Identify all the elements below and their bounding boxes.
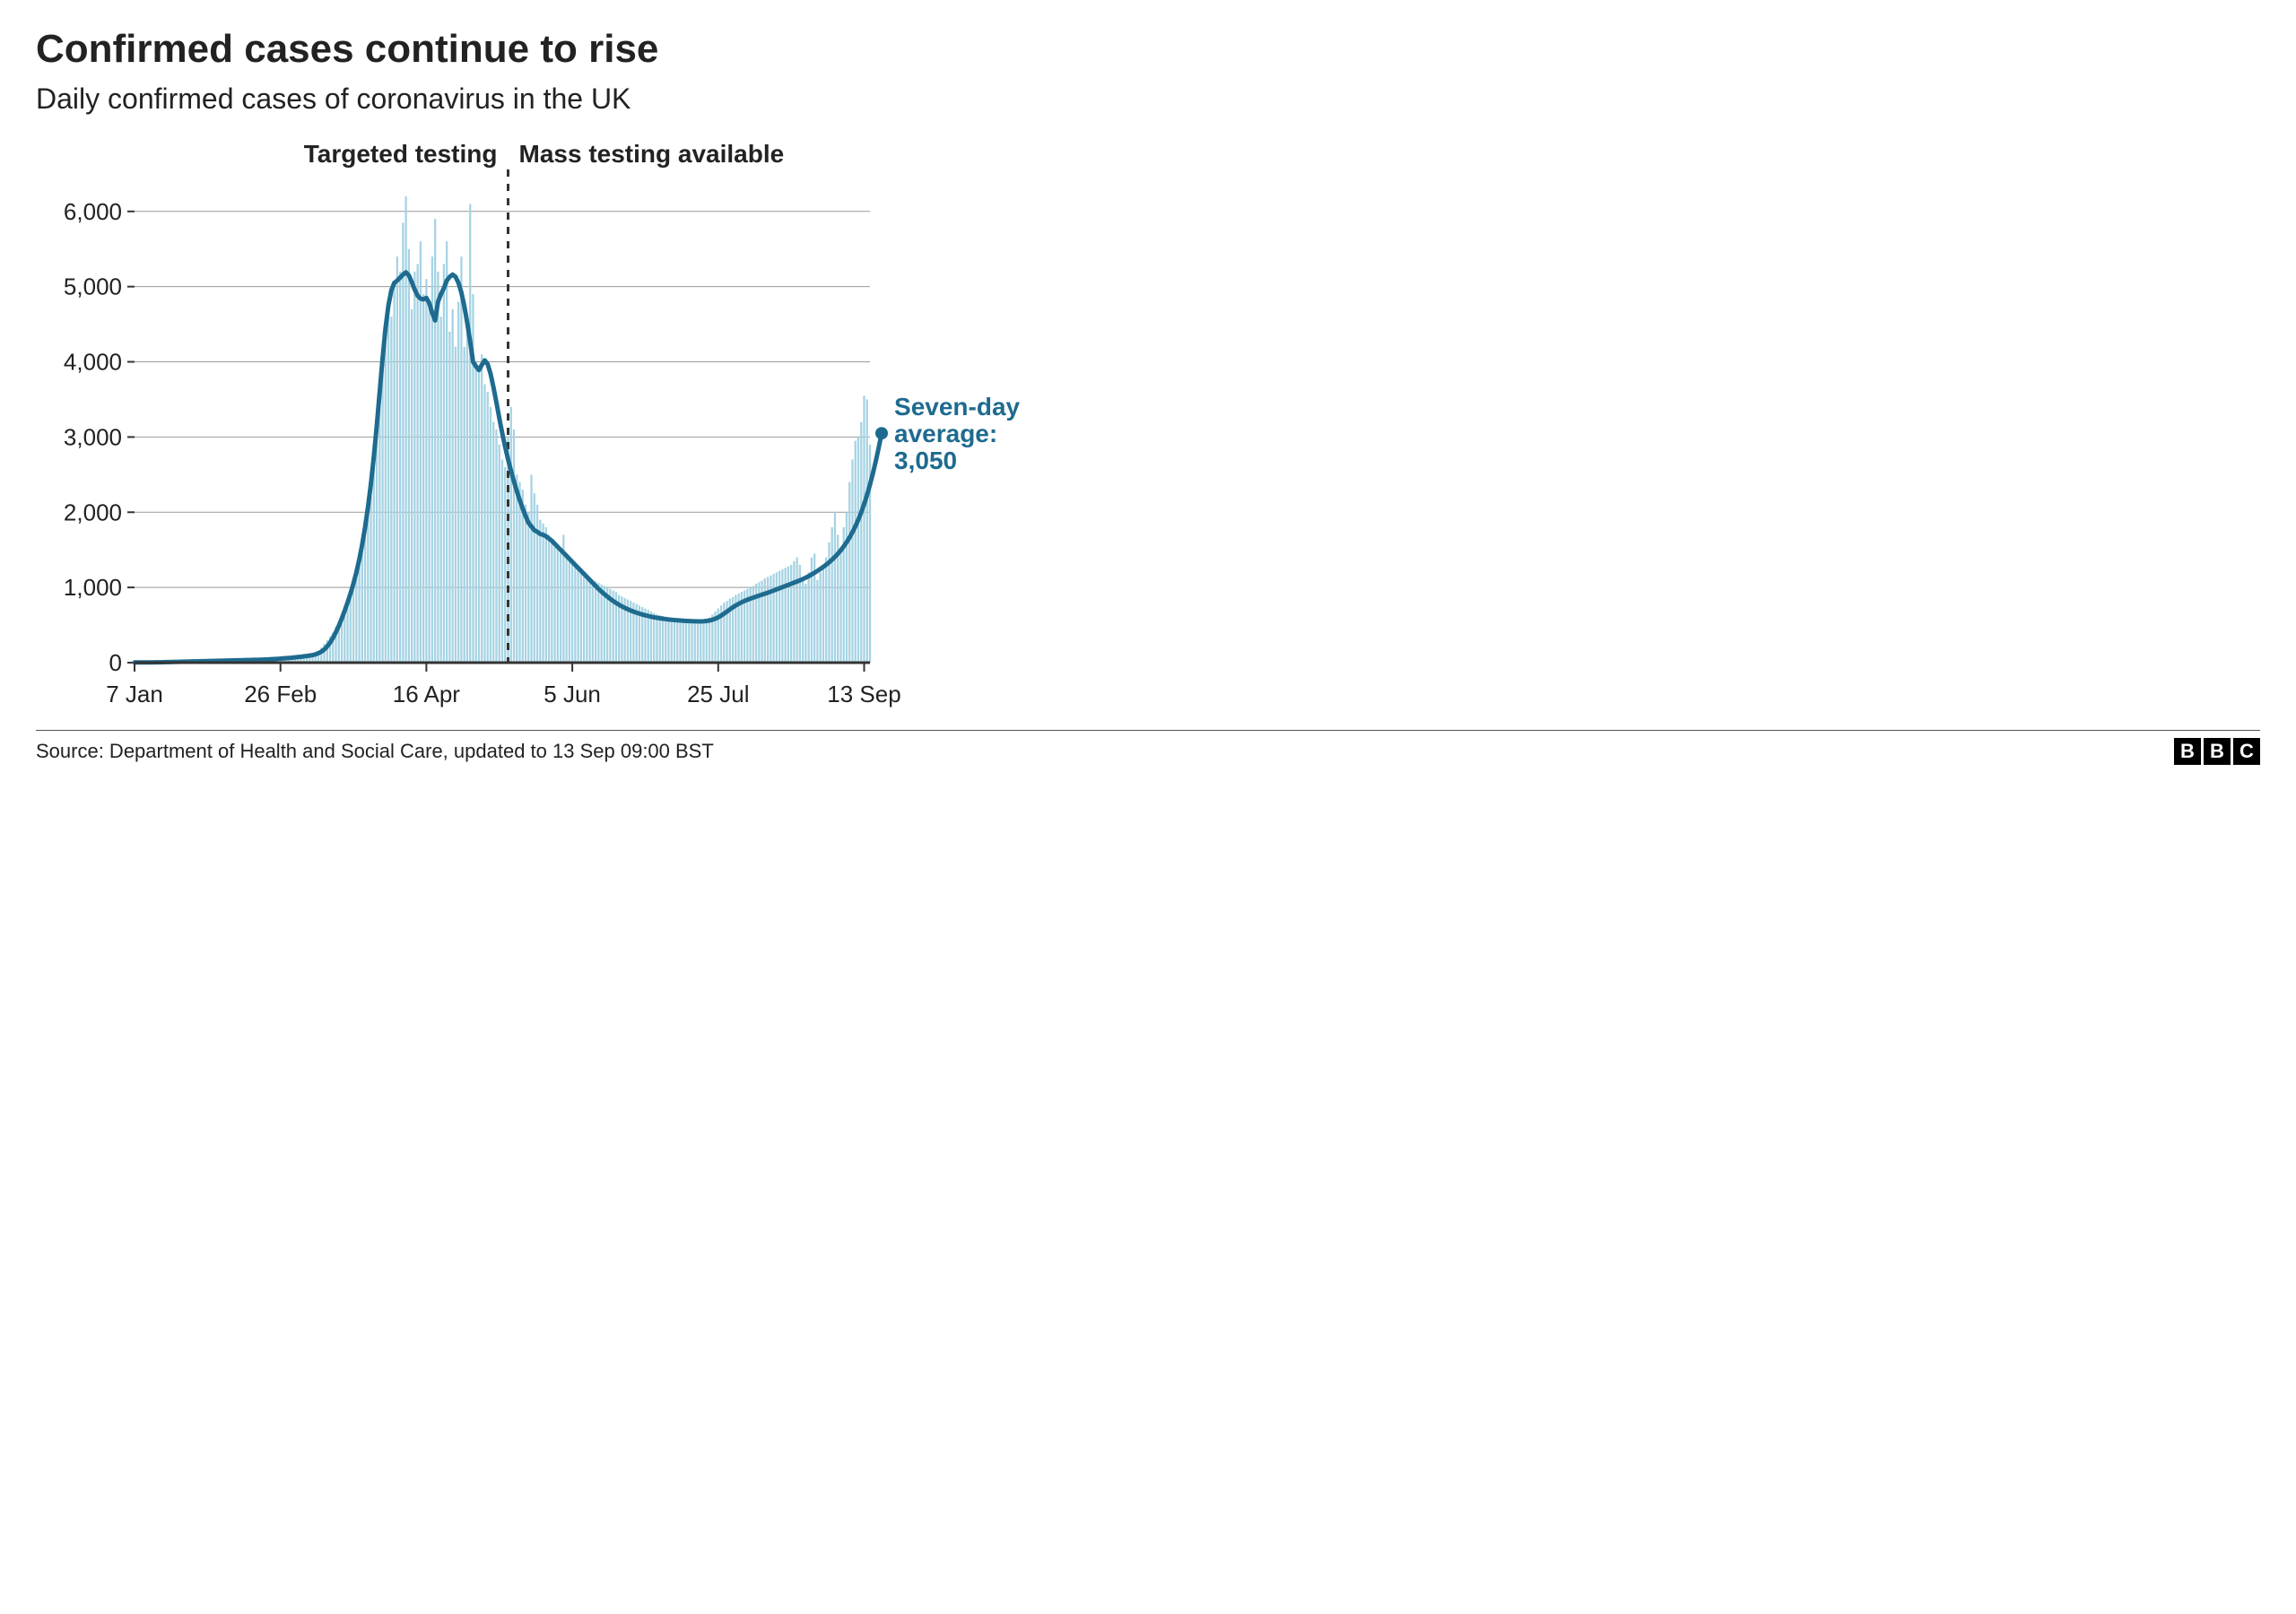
svg-text:Seven-day: Seven-day [894, 393, 1020, 421]
svg-text:Targeted testing: Targeted testing [304, 140, 498, 168]
svg-text:6,000: 6,000 [64, 198, 122, 225]
svg-text:13 Sep: 13 Sep [827, 681, 900, 707]
footer: Source: Department of Health and Social … [36, 730, 2260, 765]
svg-text:16 Apr: 16 Apr [393, 681, 461, 707]
svg-text:5,000: 5,000 [64, 273, 122, 300]
bbc-c-icon: C [2233, 738, 2260, 765]
chart-svg: 0 1,000 2,000 3,000 4,000 5,000 6,000 Targeted … [36, 134, 1085, 707]
svg-text:26 Feb: 26 Feb [244, 681, 317, 707]
svg-text:Mass testing available: Mass testing available [519, 140, 785, 168]
bbc-b2-icon: B [2204, 738, 2231, 765]
svg-text:4,000: 4,000 [64, 349, 122, 376]
chart-container: 0 1,000 2,000 3,000 4,000 5,000 6,000 Targeted … [36, 134, 2260, 712]
chart-title: Confirmed cases continue to rise [36, 27, 2260, 72]
svg-text:0: 0 [109, 649, 122, 676]
svg-text:5 Jun: 5 Jun [544, 681, 601, 707]
svg-text:average:: average: [894, 420, 997, 447]
svg-text:1,000: 1,000 [64, 574, 122, 601]
svg-text:7 Jan: 7 Jan [106, 681, 163, 707]
bbc-b1-icon: B [2174, 738, 2201, 765]
chart-subtitle: Daily confirmed cases of coronavirus in … [36, 82, 2260, 116]
svg-text:2,000: 2,000 [64, 499, 122, 525]
svg-text:25 Jul: 25 Jul [687, 681, 749, 707]
svg-text:3,000: 3,000 [64, 423, 122, 450]
source-text: Source: Department of Health and Social … [36, 740, 714, 763]
bbc-logo: B B C [2174, 738, 2260, 765]
svg-text:3,050: 3,050 [894, 447, 957, 474]
